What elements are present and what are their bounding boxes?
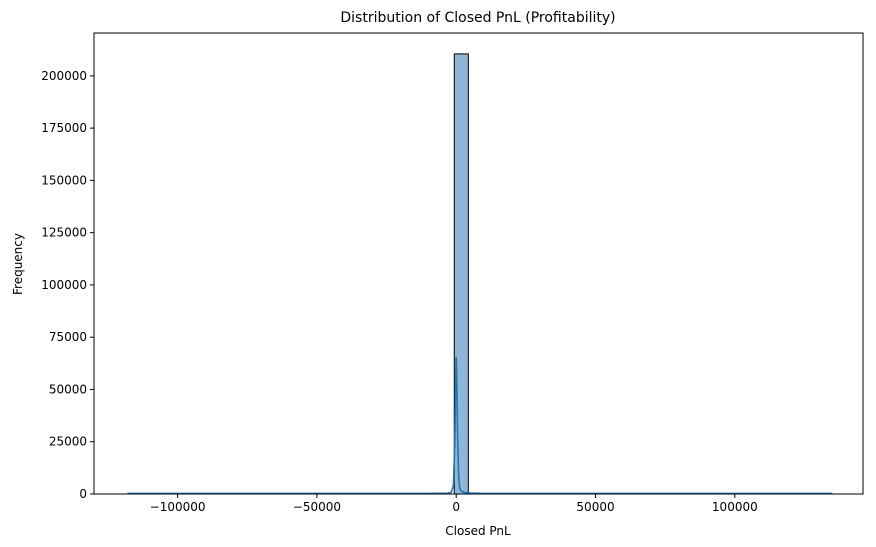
y-tick-label: 100000	[41, 278, 87, 292]
y-tick-label: 0	[79, 487, 87, 501]
y-tick-label: 175000	[41, 121, 87, 135]
x-axis-label: Closed PnL	[445, 524, 511, 538]
y-tick-label: 25000	[49, 435, 87, 449]
y-tick-label: 75000	[49, 330, 87, 344]
kde-curve	[127, 357, 833, 495]
y-axis-label: Frequency	[11, 233, 25, 295]
x-tick-label: 50000	[576, 500, 614, 514]
histogram-bar	[453, 53, 469, 495]
x-tick-label: 100000	[712, 500, 758, 514]
kde-layer	[127, 357, 833, 495]
y-tick-label: 150000	[41, 173, 87, 187]
x-tick-label: −100000	[150, 500, 206, 514]
y-axis: 0 25000 50000 75000 100000 125000 150000 175000…	[41, 69, 94, 501]
axes-frame	[93, 32, 864, 495]
y-tick-label: 50000	[49, 382, 87, 396]
chart-title: Distribution of Closed PnL (Profitabilit…	[340, 10, 615, 26]
y-tick-label: 200000	[41, 69, 87, 83]
y-tick-label: 125000	[41, 226, 87, 240]
x-tick-label: 0	[452, 500, 460, 514]
plot-area	[453, 53, 469, 495]
x-tick-label: −50000	[293, 500, 341, 514]
x-axis: −100000 −50000 0 50000 100000	[150, 494, 758, 514]
